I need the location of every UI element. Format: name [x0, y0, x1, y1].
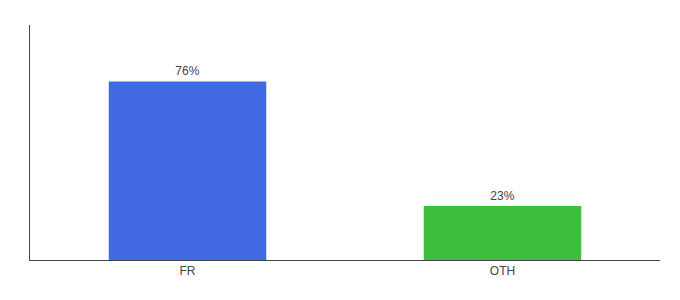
svg-text:FR: FR [180, 264, 196, 278]
svg-text:76%: 76% [175, 64, 199, 78]
svg-text:OTH: OTH [490, 264, 515, 278]
svg-text:23%: 23% [490, 189, 514, 203]
